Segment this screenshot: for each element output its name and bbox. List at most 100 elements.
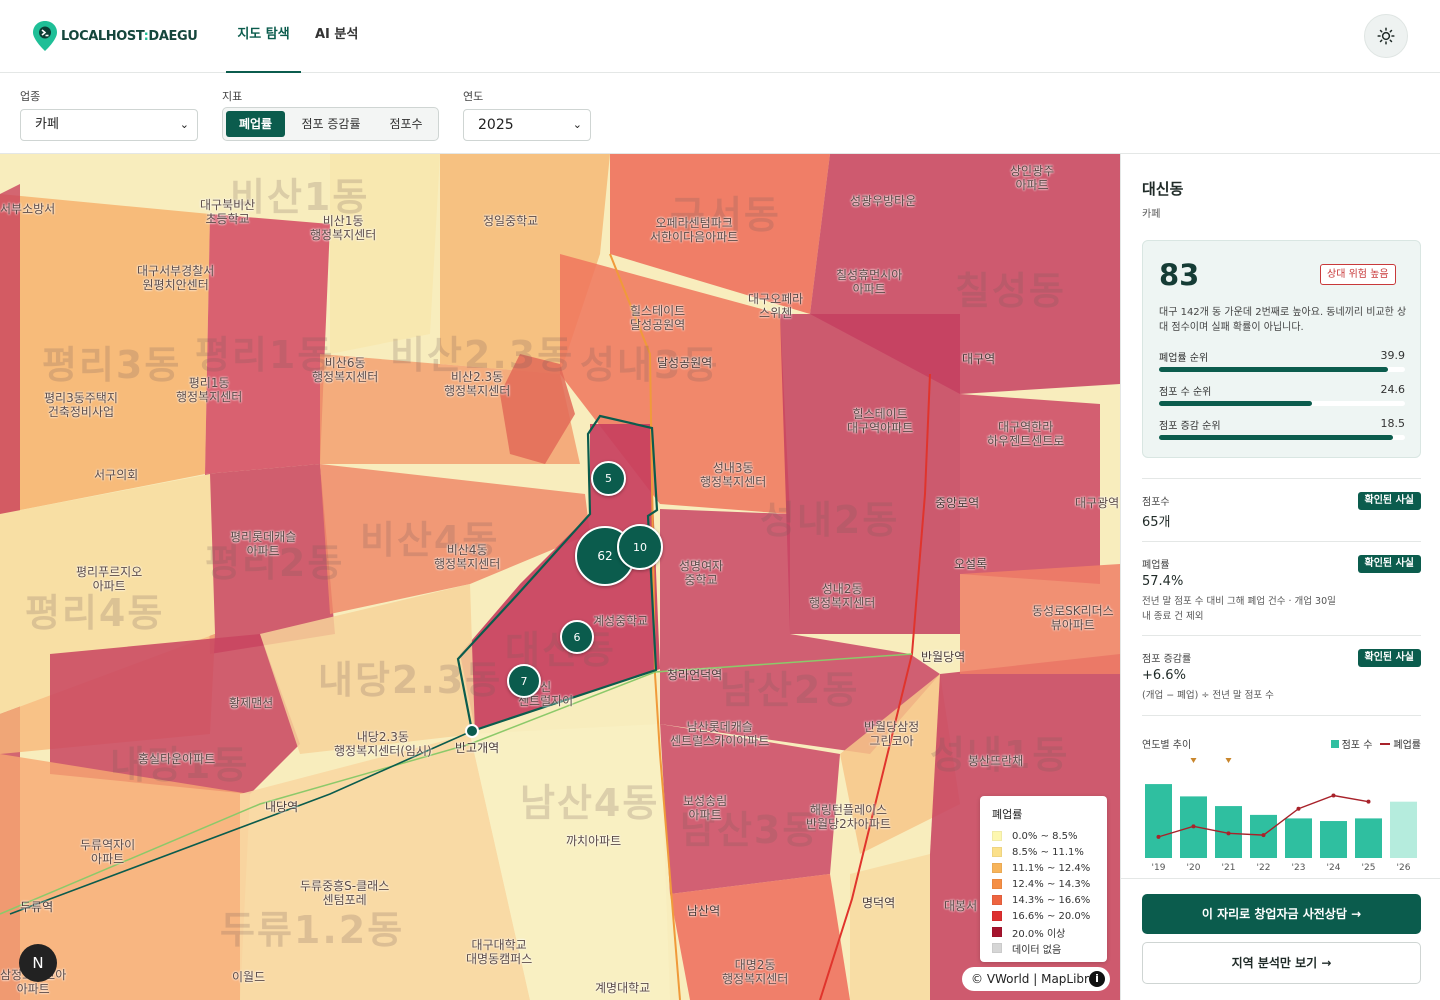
station-label[interactable]: 내당역 — [265, 800, 299, 814]
poi-label[interactable]: 해링턴플레이스 반월당2차아파트 — [806, 803, 891, 831]
poi-label[interactable]: 성내3동 행정복지센터 — [700, 461, 767, 489]
poi-label[interactable]: 홍실타운아파트 — [138, 752, 216, 766]
poi-label[interactable]: 대구광역 — [1075, 496, 1120, 510]
closure-rate-point[interactable] — [1261, 833, 1266, 838]
station-label[interactable]: 반고개역 — [455, 741, 500, 755]
trend-bar[interactable] — [1145, 784, 1172, 858]
map-attribution[interactable]: © VWorld | MapLibre i — [962, 967, 1110, 991]
poi-label[interactable]: 대구역한라 하우젠트센트로 — [987, 420, 1065, 448]
poi-label[interactable]: 서부소방서 — [0, 202, 56, 216]
poi-label[interactable]: 평리1동 행정복지센터 — [176, 376, 243, 404]
poi-label[interactable]: 대구오페라 스위첸 — [748, 292, 804, 320]
poi-label[interactable]: 비산4동 행정복지센터 — [434, 543, 501, 571]
poi-label[interactable]: 평리롯데캐슬 아파트 — [230, 530, 297, 558]
closure-rate-point[interactable] — [1191, 824, 1196, 829]
dong-label: 칠성동 — [955, 269, 1066, 313]
poi-label[interactable]: 두류역자이 아파트 — [80, 838, 136, 866]
station-label[interactable]: 반월당역 — [921, 650, 966, 664]
station-label[interactable]: 달성공원역 — [657, 356, 713, 370]
poi-label[interactable]: 두류중흥S-클래스 센텀포레 — [300, 879, 390, 907]
compass-button[interactable]: N — [19, 944, 57, 982]
verified-badge: 확인된 사실 — [1357, 649, 1421, 667]
year-select[interactable]: 2025 ⌄ — [463, 109, 591, 141]
poi-label[interactable]: 성광우방타운 — [850, 194, 917, 208]
poi-label[interactable]: 대명2동 행정복지센터 — [722, 958, 789, 986]
poi-label[interactable]: 계성중학교 — [593, 614, 649, 628]
fact-value: +6.6% — [1142, 668, 1186, 683]
poi-label[interactable]: 대구대학교 대명동캠퍼스 — [466, 938, 533, 966]
poi-label[interactable]: 봉산뜨란채 — [968, 754, 1024, 768]
poi-label[interactable]: 평리푸르지오 아파트 — [76, 565, 143, 593]
poi-label[interactable]: 황제맨션 — [229, 696, 274, 710]
dong-label: 두류1.2동 — [220, 908, 405, 952]
dong-label: 남산3동 — [680, 808, 820, 852]
trend-bar[interactable] — [1320, 821, 1347, 858]
trend-bar[interactable] — [1390, 801, 1417, 858]
poi-label[interactable]: 내당2.3동 행정복지센터(임시) — [334, 730, 432, 758]
store-cluster-marker[interactable]: 10 — [617, 524, 663, 570]
closure-rate-point[interactable] — [1226, 831, 1231, 836]
closure-rate-point[interactable] — [1156, 834, 1161, 839]
poi-label[interactable]: 성명여자 중학교 — [679, 559, 724, 587]
station-label[interactable]: 중앙로역 — [935, 496, 980, 510]
choropleth-map[interactable]: 비산1동 구서동 칠성동 평리3동 평리1동 비산2.3동 성내3동 비산4동 … — [0, 154, 1120, 1000]
trend-bar[interactable] — [1285, 818, 1312, 858]
startup-consult-button[interactable]: 이 자리로 창업자금 사전상담 → — [1142, 894, 1421, 934]
station-label[interactable]: 남산역 — [687, 904, 721, 918]
poi-label[interactable]: 계명대학교 — [595, 981, 651, 995]
legend-label-stores: 점포 수 — [1341, 740, 1373, 751]
trend-bar[interactable] — [1355, 818, 1382, 858]
poi-label[interactable]: 대구서부경찰서 원평치안센터 — [137, 264, 215, 292]
poi-label[interactable]: 칠성휴먼시아 아파트 — [836, 268, 903, 296]
poi-label[interactable]: 동성로SK리더스 뷰아파트 — [1032, 604, 1114, 632]
store-cluster-marker[interactable]: 6 — [560, 620, 594, 654]
poi-label[interactable]: 비산2.3동 행정복지센터 — [444, 370, 511, 398]
poi-label[interactable]: 정일중학교 — [483, 214, 539, 228]
poi-label[interactable]: 이월드 — [232, 970, 266, 984]
legend-swatch — [992, 879, 1002, 889]
metric-option-store-count[interactable]: 점포수 — [389, 117, 423, 131]
poi-label[interactable]: 상인광주 아파트 — [1010, 164, 1055, 192]
store-cluster-marker[interactable]: 5 — [591, 461, 626, 496]
poi-label[interactable]: 반월당삼정 그린코아 — [864, 720, 920, 748]
industry-select[interactable]: 카페 ⌄ — [20, 109, 198, 141]
tab-map-explore[interactable]: 지도 탐색 — [226, 0, 301, 73]
dong-label: 성내3동 — [580, 343, 720, 387]
verified-badge: 확인된 사실 — [1357, 492, 1421, 510]
region-analysis-button[interactable]: 지역 분석만 보기 → — [1142, 942, 1421, 984]
poi-label[interactable]: 대봉서 — [944, 899, 978, 913]
station-label[interactable]: 대구역 — [962, 352, 996, 366]
metric-option-store-change[interactable]: 점포 증감률 — [301, 117, 361, 131]
poi-label[interactable]: 오페라센텀파크 서한이다음아파트 — [650, 216, 739, 244]
legend-label: 8.5% ~ 11.1% — [1012, 846, 1084, 858]
fact-value: 57.4% — [1142, 574, 1184, 589]
poi-label[interactable]: 신 센트럴자이 — [518, 680, 574, 708]
poi-label[interactable]: 비산1동 행정복지센터 — [310, 214, 377, 242]
station-label[interactable]: 명덕역 — [862, 896, 896, 910]
station-label[interactable]: 두류역 — [20, 900, 54, 914]
poi-label[interactable]: 성내2동 행정복지센터 — [809, 582, 876, 610]
poi-label[interactable]: 남산롯데캐슬 센트럴스카이아파트 — [670, 720, 770, 748]
poi-label[interactable]: 대구북비산 초등학교 — [200, 198, 256, 226]
store-cluster-marker[interactable]: 7 — [507, 664, 541, 698]
poi-label[interactable]: 보성송림 아파트 — [683, 794, 728, 822]
poi-label[interactable]: 힐스테이트 달성공원역 — [630, 304, 686, 332]
poi-label[interactable]: 비산6동 행정복지센터 — [312, 356, 379, 384]
metric-option-closure-rate[interactable]: 폐업률 — [226, 111, 285, 137]
closure-rate-point[interactable] — [1331, 793, 1336, 798]
theme-toggle-button[interactable] — [1364, 14, 1408, 58]
poi-label[interactable]: 힐스테이트 대구역아파트 — [847, 407, 914, 435]
station-label[interactable]: 오설록 — [954, 557, 988, 571]
poi-label[interactable]: 까치아파트 — [566, 834, 622, 848]
info-icon[interactable]: i — [1089, 971, 1105, 987]
legend-swatch — [992, 911, 1002, 921]
tab-ai-analysis[interactable]: AI 분석 — [315, 27, 359, 42]
dong-label: 남산2동 — [720, 668, 860, 712]
poi-label[interactable]: 평리3동주택지 건축정비사업 — [44, 391, 118, 419]
closure-rate-point[interactable] — [1366, 799, 1371, 804]
logo-part1: LOCALHOST — [61, 28, 144, 44]
poi-label[interactable]: 서구의회 — [94, 468, 139, 482]
app-logo[interactable]: LOCALHOST:DAEGU — [32, 20, 198, 52]
station-label[interactable]: 청라언덕역 — [667, 668, 723, 682]
closure-rate-point[interactable] — [1296, 806, 1301, 811]
